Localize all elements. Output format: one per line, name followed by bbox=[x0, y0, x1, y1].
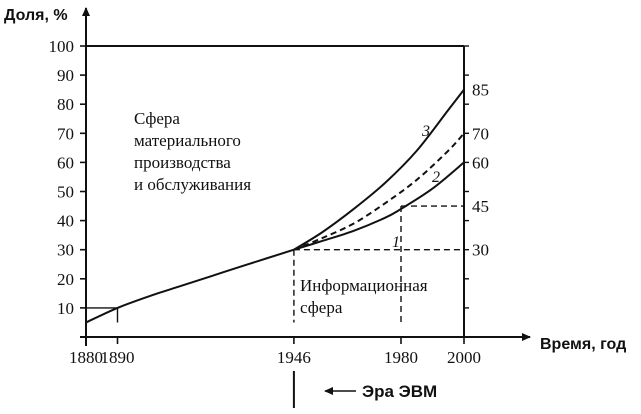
x-tick-label: 1890 bbox=[101, 348, 135, 367]
y-tick-label: 50 bbox=[57, 183, 74, 202]
right-value-label: 45 bbox=[472, 197, 489, 216]
series-line-3 bbox=[293, 89, 465, 251]
x-axis-label: Время, год bbox=[540, 336, 626, 353]
x-tick-label: 1880 bbox=[69, 348, 103, 367]
lower-region-text: Информационная bbox=[300, 276, 428, 295]
series-line-1 bbox=[293, 161, 465, 251]
upper-region-text: и обслуживания bbox=[134, 175, 251, 194]
upper-region-text: материального bbox=[134, 131, 241, 150]
y-tick-label: 70 bbox=[57, 124, 74, 143]
y-tick-label: 80 bbox=[57, 95, 74, 114]
y-tick-label: 90 bbox=[57, 66, 74, 85]
right-value-label: 85 bbox=[472, 81, 489, 100]
y-tick-label: 60 bbox=[57, 153, 74, 172]
curve-label-2: 2 bbox=[432, 169, 440, 186]
upper-region-text: производства bbox=[134, 153, 231, 172]
y-tick-label: 40 bbox=[57, 212, 74, 231]
y-axis-label: Доля, % bbox=[4, 7, 68, 24]
era-label: Эра ЭВМ bbox=[362, 382, 437, 401]
x-tick-label: 2000 bbox=[447, 348, 481, 367]
curve-label-3: 3 bbox=[421, 123, 430, 140]
y-tick-label: 20 bbox=[57, 270, 74, 289]
curve-label-1: 1 bbox=[392, 234, 400, 251]
x-tick-label: 1980 bbox=[384, 348, 418, 367]
y-tick-label: 100 bbox=[49, 37, 75, 56]
x-tick-label: 1946 bbox=[277, 348, 311, 367]
series-line-base bbox=[85, 248, 295, 324]
lower-region-text: сфера bbox=[300, 298, 343, 317]
y-tick-label: 30 bbox=[57, 241, 74, 260]
right-value-label: 60 bbox=[472, 153, 489, 172]
right-value-label: 70 bbox=[472, 124, 489, 143]
upper-region-text: Сфера bbox=[134, 109, 180, 128]
series-line-2 bbox=[293, 132, 465, 251]
y-tick-label: 10 bbox=[57, 299, 74, 318]
right-value-label: 30 bbox=[472, 241, 489, 260]
